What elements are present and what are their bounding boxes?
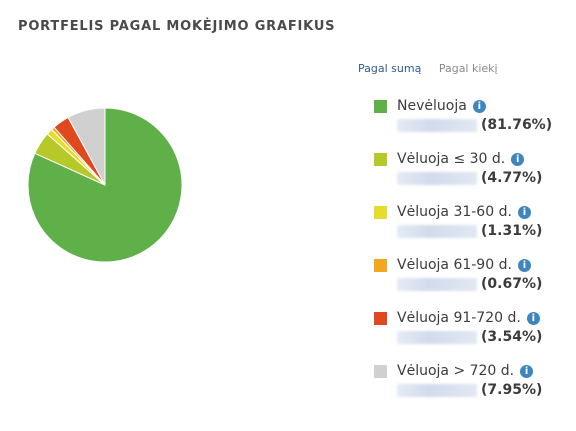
legend-swatch xyxy=(374,258,387,272)
legend-label: Vėluoja > 720 d. xyxy=(397,363,515,379)
legend-percent: (4.77%) xyxy=(481,170,543,186)
legend-label: Vėluoja 61-90 d. xyxy=(397,257,512,273)
legend-swatch xyxy=(374,205,387,219)
legend-swatch xyxy=(374,152,387,166)
legend-swatch xyxy=(374,99,387,113)
info-icon[interactable]: i xyxy=(520,364,534,378)
info-icon[interactable]: i xyxy=(517,258,531,272)
tab-pagal-kieki[interactable]: Pagal kiekį xyxy=(438,62,498,75)
legend-percent: (7.95%) xyxy=(481,382,543,398)
legend-item-veluoja-61-90: Vėluoja 61-90 d. i (0.67%) xyxy=(374,255,564,308)
redacted-amount xyxy=(397,383,477,397)
legend-item-neveluoja: Nevėluoja i (81.76%) xyxy=(374,96,564,149)
legend-percent: (81.76%) xyxy=(481,117,553,133)
legend-item-veluoja-720plus: Vėluoja > 720 d. i (7.95%) xyxy=(374,361,564,414)
legend-label: Vėluoja ≤ 30 d. xyxy=(397,151,506,167)
legend-percent: (0.67%) xyxy=(481,276,543,292)
legend-label: Nevėluoja xyxy=(397,98,467,114)
redacted-amount xyxy=(397,330,477,344)
info-icon[interactable]: i xyxy=(511,152,525,166)
legend-swatch xyxy=(374,364,387,378)
redacted-amount xyxy=(397,277,477,291)
pie-chart xyxy=(27,107,183,263)
tab-pagal-suma[interactable]: Pagal sumą xyxy=(358,62,422,75)
page-title: PORTFELIS PAGAL MOKĖJIMO GRAFIKUS xyxy=(18,19,336,34)
redacted-amount xyxy=(397,171,477,185)
redacted-amount xyxy=(397,118,477,132)
chart-legend: Nevėluoja i (81.76%) Vėluoja ≤ 30 d. i (… xyxy=(374,96,564,414)
info-icon[interactable]: i xyxy=(517,205,531,219)
info-icon[interactable]: i xyxy=(526,311,540,325)
legend-label: Vėluoja 91-720 d. xyxy=(397,310,521,326)
legend-label: Vėluoja 31-60 d. xyxy=(397,204,512,220)
legend-swatch xyxy=(374,311,387,325)
pie-slice-5[interactable] xyxy=(67,107,106,186)
legend-item-veluoja-91-720: Vėluoja 91-720 d. i (3.54%) xyxy=(374,308,564,361)
legend-percent: (3.54%) xyxy=(481,329,543,345)
legend-item-veluoja-30: Vėluoja ≤ 30 d. i (4.77%) xyxy=(374,149,564,202)
chart-tabs: Pagal sumą Pagal kiekį xyxy=(358,62,512,75)
legend-percent: (1.31%) xyxy=(481,223,543,239)
redacted-amount xyxy=(397,224,477,238)
legend-item-veluoja-31-60: Vėluoja 31-60 d. i (1.31%) xyxy=(374,202,564,255)
info-icon[interactable]: i xyxy=(472,99,486,113)
